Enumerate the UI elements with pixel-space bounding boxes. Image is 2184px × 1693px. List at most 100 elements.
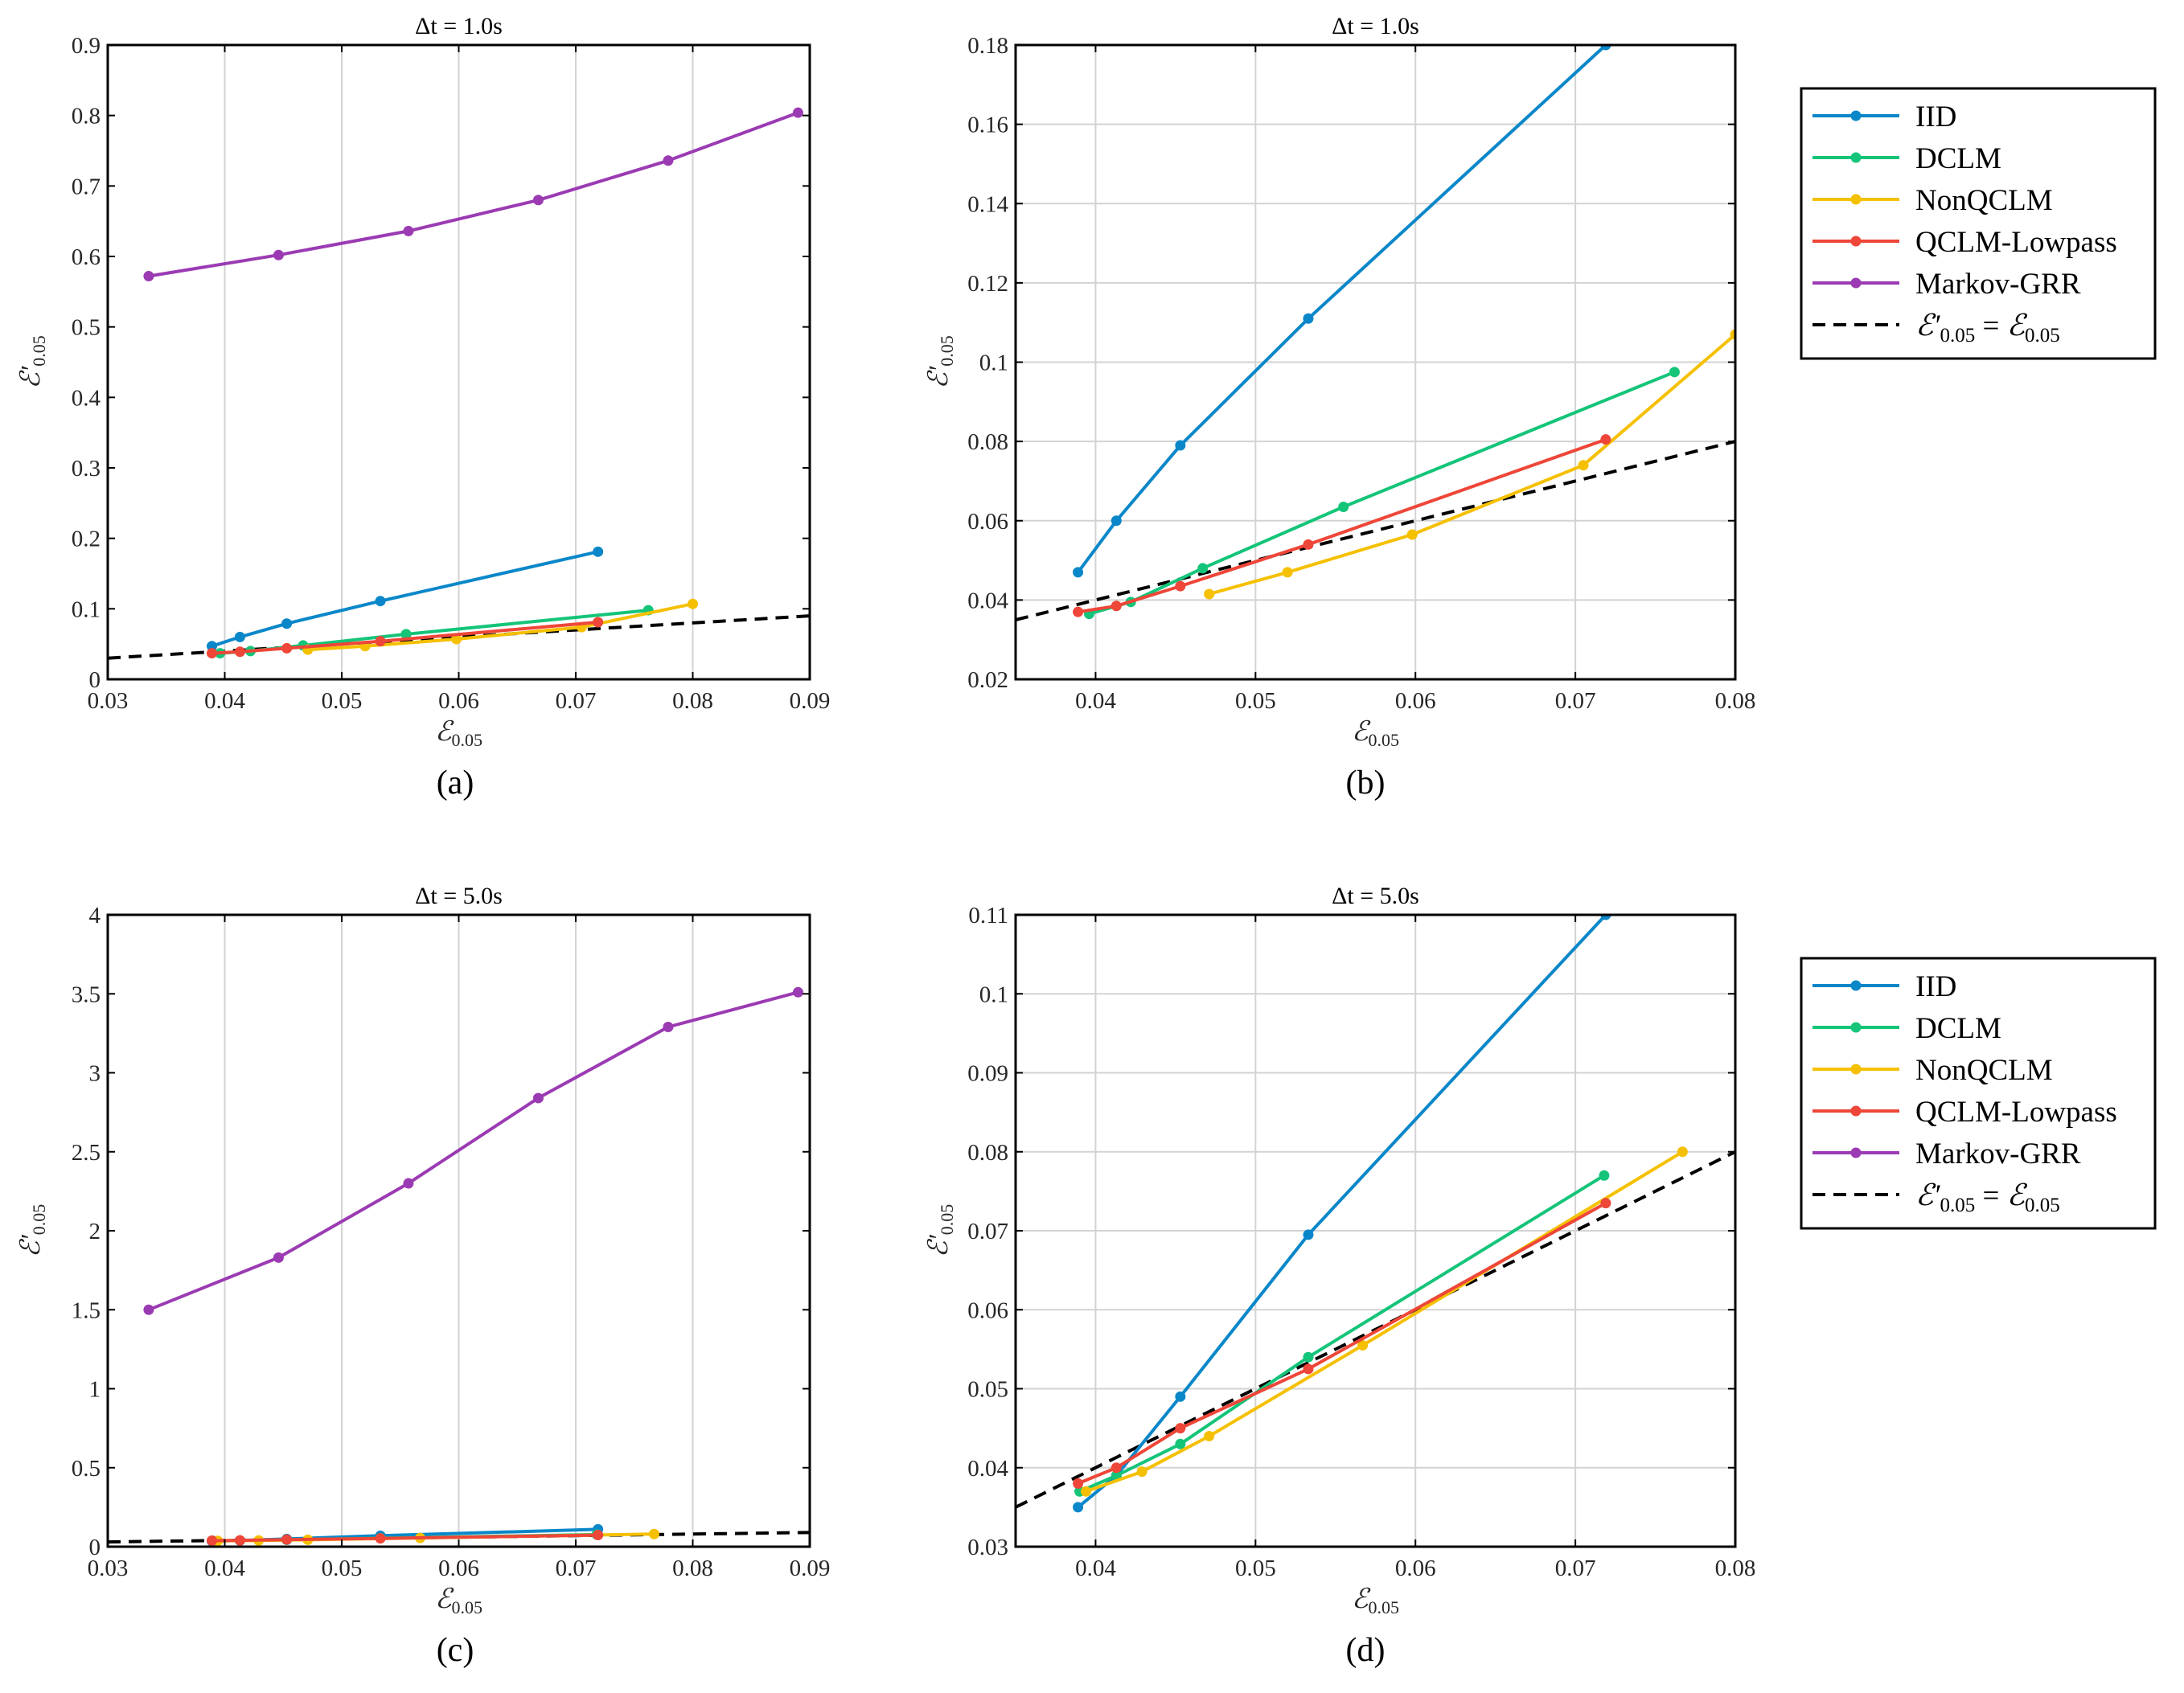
y-tick-label: 3 (89, 1061, 101, 1087)
y-tick-label: 0.1 (979, 350, 1008, 376)
x-tick-label: 0.03 (88, 688, 129, 714)
legend-swatch-marker (1850, 1105, 1862, 1117)
subplot-label: (b) (1346, 765, 1386, 801)
series-dclm-point (1599, 1170, 1610, 1181)
series-group (1016, 915, 1735, 1513)
legend-entry-label: NonQCLM (1915, 184, 2053, 217)
chart-title: Δt = 5.0s (1332, 883, 1419, 909)
series-markov-grr-point (532, 195, 544, 206)
x-tick-label: 0.05 (322, 1556, 363, 1581)
series-qclm-lowpass-point (1073, 1478, 1084, 1489)
x-tick-label: 0.04 (1075, 688, 1116, 714)
x-tick-label: 0.06 (1395, 1556, 1436, 1581)
series-nonqclm-point (1081, 1486, 1092, 1497)
series-iid-point (375, 596, 386, 607)
series-dclm-point (1303, 1351, 1314, 1363)
legend-2: IID DCLM NonQCLM QCLM-Lowpass Markov-GRR ℰ′0.… (1800, 957, 2157, 1230)
y-tick-label: 0.3 (72, 456, 101, 482)
x-tick-label: 0.05 (1235, 1556, 1276, 1581)
series-nonqclm-point (1357, 1339, 1369, 1351)
y-tick-label: 0.5 (72, 1456, 101, 1482)
reference-line (1016, 1150, 1735, 1509)
series-nonqclm-point (648, 1528, 659, 1539)
series-qclm-lowpass-point (1600, 1198, 1611, 1209)
series-qclm-lowpass-point (1175, 580, 1186, 592)
x-axis-label: ℰ0.05 (1352, 717, 1399, 750)
x-tick-label: 0.07 (1555, 1556, 1596, 1581)
panel-b: 0.04 0.05 0.06 0.07 0.08 0.02 0.04 0.06 0.08 0.1 0… (924, 13, 1755, 801)
y-tick-label: 0.5 (72, 315, 101, 341)
legend-swatch-marker (1850, 1147, 1862, 1158)
series-markov-grr-point (663, 155, 674, 166)
y-tick-label: 0.08 (967, 1140, 1008, 1166)
series-nonqclm-point (1136, 1466, 1147, 1478)
legend-entry-label: QCLM-Lowpass (1915, 226, 2117, 259)
y-tick-label: 3.5 (72, 982, 101, 1007)
series-qclm-lowpass-point (1073, 606, 1084, 617)
series-nonqclm-point (1282, 567, 1293, 578)
x-axis-label: ℰ0.05 (435, 717, 482, 750)
series-nonqclm-point (1677, 1146, 1688, 1158)
subplot-label: (c) (437, 1632, 474, 1669)
legend-entry-label: NonQCLM (1915, 1054, 2053, 1087)
x-tick-label: 0.09 (790, 1556, 831, 1581)
legend-swatch-marker (1850, 236, 1862, 247)
x-tick-label: 0.07 (1555, 688, 1596, 714)
series-qclm-lowpass-point (1303, 1363, 1314, 1375)
y-tick-label: 0.1 (72, 596, 101, 622)
series-qclm-lowpass-point (206, 1535, 217, 1547)
series-nonqclm-point (1730, 329, 1735, 340)
series-nonqclm-point (1204, 588, 1215, 600)
series-dclm-point (1197, 563, 1209, 574)
x-tick-label: 0.06 (438, 688, 479, 714)
series-dclm-point (1175, 1438, 1186, 1449)
series-iid-point (281, 618, 293, 629)
y-tick-label: 0 (89, 1535, 101, 1560)
x-tick-label: 0.08 (1715, 688, 1756, 714)
series-iid-point (1600, 915, 1611, 920)
y-tick-label: 4 (89, 903, 101, 928)
legend-swatch-marker (1850, 980, 1862, 991)
y-tick-label: 1 (89, 1377, 101, 1403)
series-iid-point (1110, 515, 1122, 527)
x-tick-label: 0.06 (438, 1556, 479, 1581)
series-qclm-lowpass-point (375, 1533, 386, 1544)
y-tick-label: 0.8 (72, 104, 101, 129)
panel-d: 0.04 0.05 0.06 0.07 0.08 0.03 0.04 0.05 0.06 0.07… (924, 883, 1755, 1669)
legend-swatch-marker (1850, 110, 1862, 121)
y-axis-label: ℰ′0.05 (16, 1204, 49, 1258)
series-nonqclm-point (688, 598, 698, 609)
series-markov-grr-point (403, 1178, 414, 1189)
legend-swatch-marker (1850, 1064, 1862, 1075)
y-tick-label: 0.9 (72, 33, 101, 59)
legend-box (1800, 957, 2157, 1230)
series-qclm-lowpass-point (234, 646, 245, 658)
legend-swatch-marker (1850, 152, 1862, 163)
y-tick-label: 0 (89, 667, 101, 693)
series-markov-grr-point (273, 1252, 284, 1263)
series-nonqclm-point (1578, 460, 1589, 471)
legend-swatch-marker (1850, 277, 1862, 289)
y-tick-label: 0.18 (967, 33, 1008, 59)
x-tick-label: 0.06 (1395, 688, 1436, 714)
legend-reference-label: ℰ′0.05 = ℰ0.05 (1915, 1179, 2060, 1216)
series-qclm-lowpass-point (1175, 1423, 1186, 1434)
series-qclm-lowpass-point (1600, 434, 1611, 445)
series-markov-grr-point (792, 107, 803, 118)
y-tick-label: 0.06 (967, 1297, 1008, 1323)
legend-swatch-marker (1850, 1022, 1862, 1033)
series-group (1016, 45, 1735, 621)
y-tick-label: 0.03 (967, 1535, 1008, 1560)
series-dclm-point (1669, 367, 1680, 378)
legend-entry-label: DCLM (1915, 142, 2001, 175)
x-axis-label: ℰ0.05 (435, 1584, 482, 1617)
y-axis-label: ℰ′0.05 (924, 335, 957, 389)
x-tick-label: 0.08 (672, 688, 713, 714)
series-markov-grr-point (273, 249, 284, 260)
y-tick-label: 2 (89, 1219, 101, 1244)
x-axis-label: ℰ0.05 (1352, 1584, 1399, 1617)
y-axis-label: ℰ′0.05 (16, 335, 49, 389)
series-markov-grr-point (143, 1304, 154, 1315)
x-tick-label: 0.07 (556, 688, 597, 714)
